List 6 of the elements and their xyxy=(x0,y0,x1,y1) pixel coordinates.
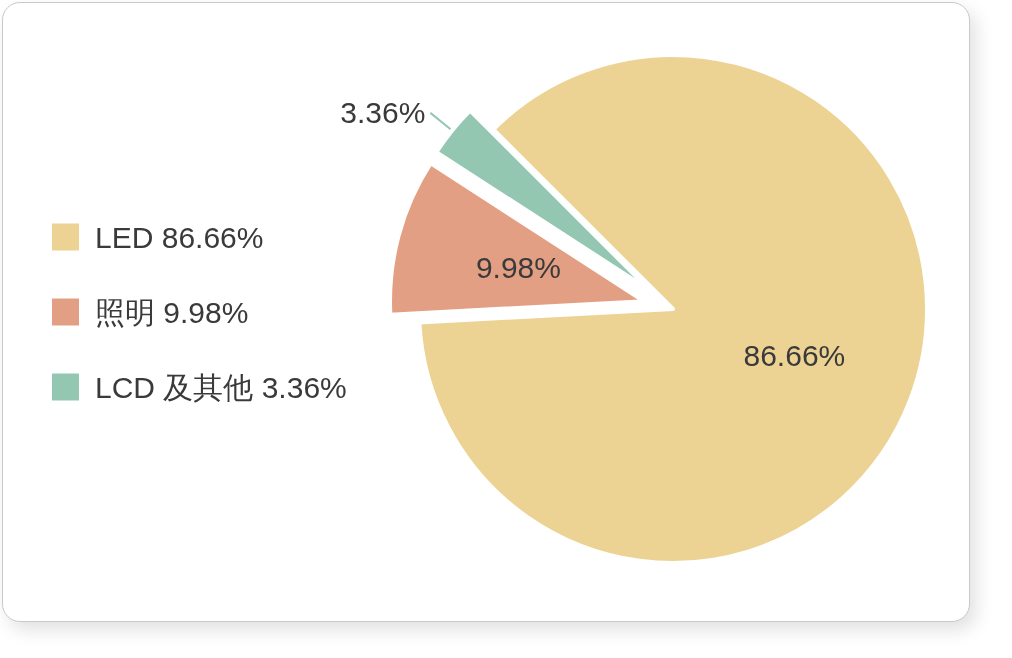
data-label: 3.36% xyxy=(340,96,426,130)
legend-label: LED 86.66% xyxy=(95,220,264,254)
legend-label: LCD 及其他 3.36% xyxy=(95,370,347,404)
data-label: 9.98% xyxy=(475,251,561,285)
legend-label: 照明 9.98% xyxy=(95,295,249,329)
data-label: 86.66% xyxy=(743,339,846,373)
